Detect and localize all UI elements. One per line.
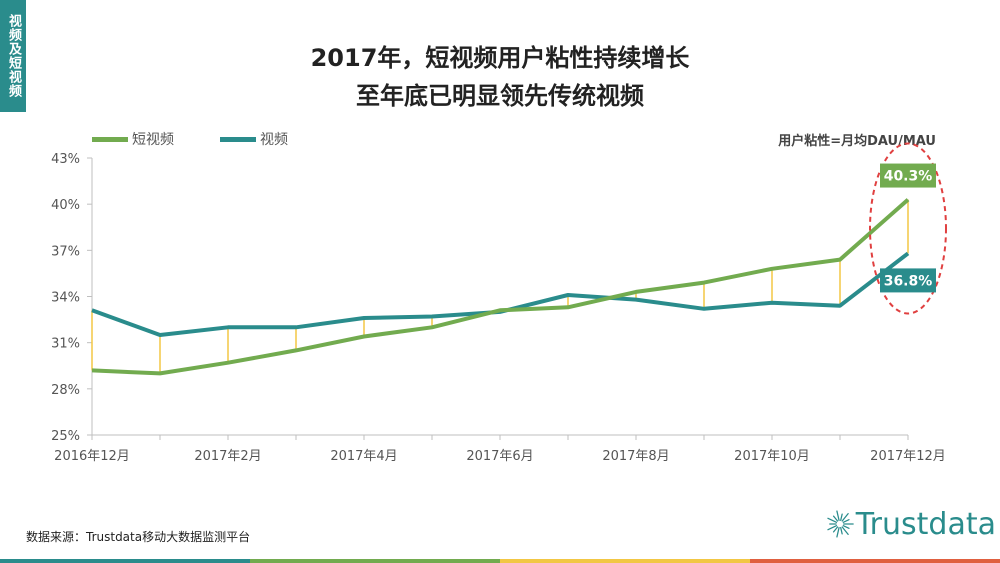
y-tick-label: 37% xyxy=(51,244,80,259)
chart-title-line1: 2017年，短视频用户粘性持续增长 xyxy=(310,44,690,72)
y-tick-label: 43% xyxy=(51,152,80,167)
logo-text: Trustdata xyxy=(855,506,996,542)
legend-item-short-video: 短视频 xyxy=(92,129,174,149)
y-tick-label: 31% xyxy=(51,337,80,352)
y-tick-label: 40% xyxy=(51,198,80,213)
y-tick-label: 28% xyxy=(51,383,80,398)
legend-swatch-video xyxy=(220,136,256,142)
bottom-bar-segment xyxy=(500,559,750,563)
y-tick-label: 34% xyxy=(51,291,80,306)
x-tick-label: 2017年6月 xyxy=(466,449,533,464)
highlight-circle xyxy=(869,142,947,315)
legend-swatch-short-video xyxy=(92,136,128,142)
x-tick-label: 2017年4月 xyxy=(330,449,397,464)
sunburst-icon xyxy=(827,510,854,538)
section-tab: 视频及短视频 xyxy=(0,0,26,112)
x-tick-label: 2017年12月 xyxy=(870,449,946,464)
end-label-short-video-box xyxy=(880,163,936,188)
legend-label-short-video: 短视频 xyxy=(132,132,174,148)
x-tick-label: 2017年2月 xyxy=(194,449,261,464)
series-line-short-video xyxy=(91,198,910,376)
legend-item-video: 视频 xyxy=(220,129,288,149)
chart-title-line2: 至年底已明显领先传统视频 xyxy=(356,82,644,110)
x-tick-label: 2017年8月 xyxy=(602,449,669,464)
x-tick-label: 2017年10月 xyxy=(734,449,810,464)
legend: 短视频 视频 xyxy=(92,129,334,149)
end-label-video: 36.8% xyxy=(884,273,933,289)
bottom-bar-segment xyxy=(250,559,500,563)
legend-label-video: 视频 xyxy=(260,132,288,148)
end-label-short-video: 40.3% xyxy=(884,169,933,185)
bottom-bar-segment xyxy=(750,559,1000,563)
x-tick-label: 2016年12月 xyxy=(54,449,130,464)
end-label-video-box xyxy=(880,268,936,293)
bottom-bar-segment xyxy=(0,559,250,563)
bottom-color-bar xyxy=(0,559,1000,563)
metric-definition: 用户粘性=月均DAU/MAU xyxy=(778,134,936,149)
data-source: 数据来源：Trustdata移动大数据监测平台 xyxy=(26,530,251,544)
trustdata-logo: Trustdata xyxy=(826,496,996,552)
y-tick-label: 25% xyxy=(51,429,80,444)
